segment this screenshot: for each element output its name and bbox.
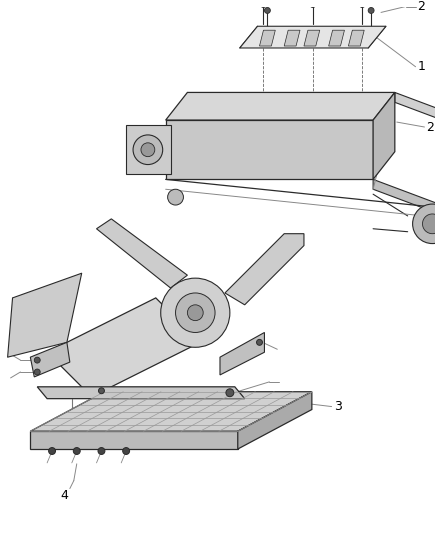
- Circle shape: [423, 214, 438, 233]
- Text: 2: 2: [417, 0, 425, 13]
- Circle shape: [73, 448, 80, 455]
- Circle shape: [226, 389, 234, 397]
- Circle shape: [176, 293, 215, 333]
- Polygon shape: [238, 392, 312, 449]
- Polygon shape: [220, 333, 265, 375]
- Circle shape: [359, 2, 365, 7]
- Circle shape: [368, 7, 374, 13]
- Circle shape: [413, 204, 438, 244]
- Text: 3: 3: [334, 400, 342, 413]
- Circle shape: [133, 135, 162, 165]
- Circle shape: [141, 143, 155, 157]
- Polygon shape: [126, 125, 170, 174]
- Circle shape: [34, 357, 40, 363]
- Polygon shape: [166, 92, 395, 120]
- Polygon shape: [284, 30, 300, 46]
- Polygon shape: [373, 92, 395, 180]
- Text: 4: 4: [60, 489, 68, 502]
- Circle shape: [310, 2, 316, 7]
- Polygon shape: [96, 219, 187, 288]
- Polygon shape: [240, 26, 386, 48]
- Polygon shape: [30, 431, 238, 449]
- Circle shape: [123, 448, 130, 455]
- Circle shape: [98, 448, 105, 455]
- Polygon shape: [395, 92, 438, 132]
- Circle shape: [261, 2, 266, 7]
- Polygon shape: [328, 30, 344, 46]
- Circle shape: [168, 189, 184, 205]
- Circle shape: [257, 340, 262, 345]
- Polygon shape: [373, 180, 438, 219]
- Circle shape: [99, 388, 104, 394]
- Text: 2: 2: [427, 120, 434, 133]
- Polygon shape: [30, 342, 70, 377]
- Circle shape: [187, 305, 203, 321]
- Polygon shape: [30, 392, 312, 431]
- Polygon shape: [166, 120, 373, 180]
- Circle shape: [34, 369, 40, 375]
- Circle shape: [265, 7, 270, 13]
- Polygon shape: [37, 387, 245, 399]
- Polygon shape: [225, 233, 304, 305]
- Polygon shape: [47, 298, 200, 397]
- Polygon shape: [304, 30, 320, 46]
- Circle shape: [161, 278, 230, 348]
- Circle shape: [49, 448, 56, 455]
- Polygon shape: [259, 30, 276, 46]
- Polygon shape: [348, 30, 364, 46]
- Polygon shape: [7, 273, 82, 357]
- Text: 1: 1: [417, 60, 425, 73]
